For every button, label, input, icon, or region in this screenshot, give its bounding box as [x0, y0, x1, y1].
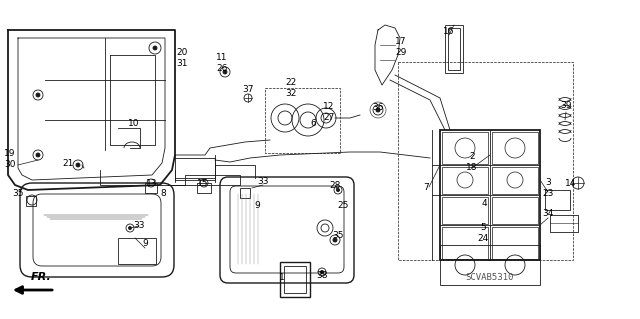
- Text: 4: 4: [481, 199, 487, 209]
- Bar: [492, 197, 538, 224]
- Text: 11
26: 11 26: [216, 53, 228, 73]
- Text: 22
32: 22 32: [285, 78, 297, 98]
- Bar: [240, 188, 250, 198]
- Text: 39: 39: [560, 101, 572, 110]
- Circle shape: [321, 271, 323, 273]
- Text: 5
24: 5 24: [477, 223, 488, 243]
- Circle shape: [36, 93, 40, 97]
- Circle shape: [153, 46, 157, 50]
- Circle shape: [129, 226, 131, 229]
- Text: 7: 7: [423, 182, 429, 191]
- Text: 6: 6: [310, 118, 316, 128]
- Text: 15: 15: [197, 179, 209, 188]
- Circle shape: [333, 238, 337, 242]
- Bar: [442, 167, 488, 194]
- Bar: [445, 25, 463, 73]
- Text: 34: 34: [542, 209, 554, 218]
- Bar: [442, 132, 488, 164]
- Bar: [492, 132, 538, 164]
- Text: 36: 36: [372, 103, 384, 113]
- Text: 10: 10: [128, 120, 140, 129]
- Text: 12
27: 12 27: [323, 102, 335, 122]
- Circle shape: [223, 70, 227, 74]
- Text: 25: 25: [337, 201, 349, 210]
- Bar: [26, 196, 36, 206]
- Text: SCVAB5310: SCVAB5310: [466, 273, 514, 283]
- Bar: [492, 167, 538, 194]
- Circle shape: [36, 153, 40, 157]
- Text: 9: 9: [254, 202, 260, 211]
- Bar: [145, 183, 157, 193]
- Text: 38: 38: [316, 271, 328, 280]
- Text: 20
31: 20 31: [176, 48, 188, 68]
- Text: 33: 33: [257, 177, 269, 187]
- Circle shape: [337, 189, 339, 191]
- Text: 2
18: 2 18: [467, 152, 477, 172]
- Bar: [442, 197, 488, 224]
- Bar: [448, 28, 460, 70]
- Text: 13: 13: [147, 179, 157, 188]
- Text: 37: 37: [243, 85, 253, 94]
- Text: 19
30: 19 30: [4, 149, 16, 169]
- Text: 14: 14: [565, 179, 577, 188]
- Text: 17
29: 17 29: [396, 37, 407, 57]
- Text: 35: 35: [12, 189, 24, 198]
- Bar: [440, 245, 540, 285]
- Text: 3
23: 3 23: [542, 178, 554, 198]
- Text: 28: 28: [330, 181, 340, 189]
- Text: 8: 8: [160, 189, 166, 198]
- Circle shape: [76, 163, 80, 167]
- Bar: [440, 130, 540, 260]
- Bar: [492, 227, 538, 259]
- Bar: [118, 238, 156, 264]
- Text: 35: 35: [332, 231, 344, 240]
- Bar: [284, 266, 306, 293]
- Text: 21: 21: [62, 159, 74, 167]
- Bar: [265, 88, 340, 153]
- Text: FR.: FR.: [31, 272, 52, 282]
- Bar: [280, 262, 310, 297]
- Text: 1: 1: [279, 273, 285, 283]
- Text: 9: 9: [142, 240, 148, 249]
- Bar: [197, 183, 211, 193]
- Text: 16: 16: [444, 26, 455, 35]
- Bar: [442, 227, 488, 259]
- Text: 33: 33: [133, 220, 145, 229]
- Circle shape: [376, 108, 380, 112]
